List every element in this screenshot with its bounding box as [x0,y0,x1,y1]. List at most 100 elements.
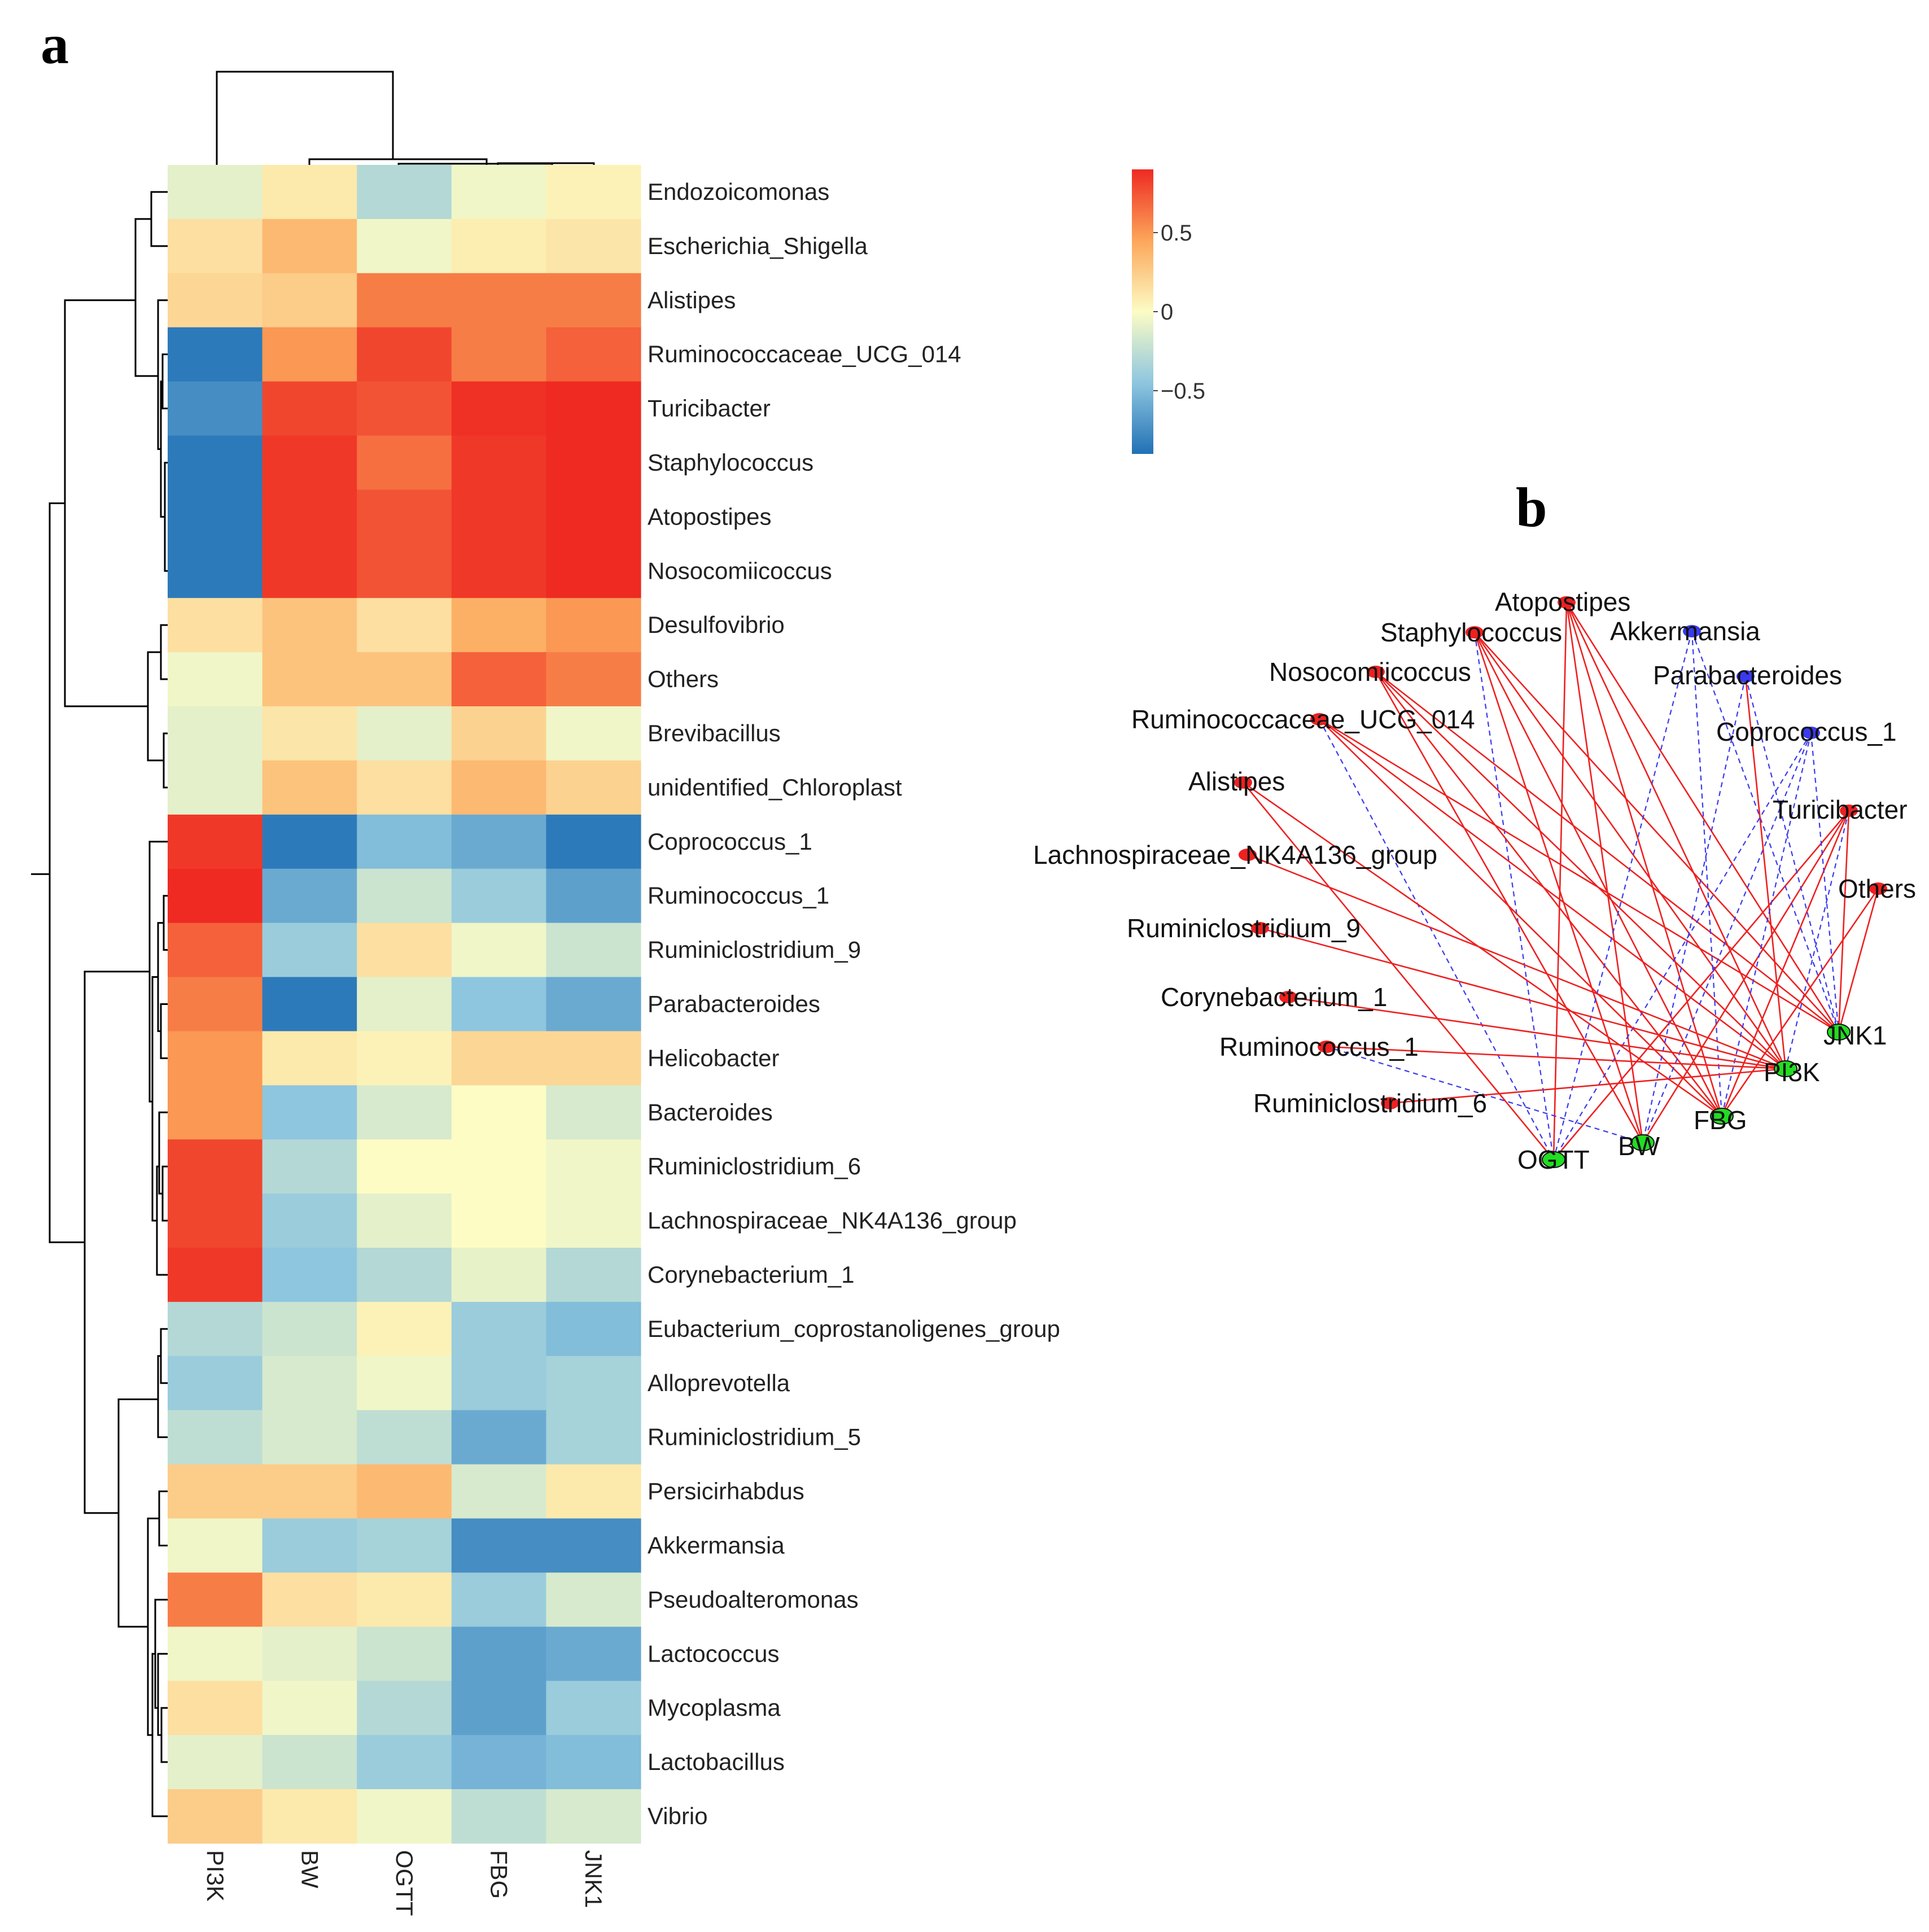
column-label-ogtt: OGTT [391,1850,418,1916]
row-label-alloprevotella: Alloprevotella [648,1370,790,1396]
heatmap-cell-akkermansia-ogtt [357,1518,452,1573]
network-label-ogtt: OGTT [1517,1145,1590,1174]
edge-coprococcus-1-jnk1 [1810,732,1840,1033]
node-coprococcus-1 [1802,727,1820,739]
heatmap-cell-parabacteroides-jnk1 [546,977,641,1031]
edge-nosocomiicoccus-jnk1 [1375,671,1839,1033]
heatmap-cell-escherichia-shigella-ogtt [357,218,452,274]
heatmap-cell-atopostipes-pi3k [168,489,263,544]
heatmap-cell-vibrio-bw [262,1789,357,1844]
network-label-atopostipes: Atopostipes [1495,587,1630,617]
column-label-pi3k: PI3K [202,1850,229,1902]
heatmap-cell-bacteroides-fbg [451,1085,546,1140]
row-label-endozoicomonas: Endozoicomonas [648,178,829,205]
edge-parabacteroides-jnk1 [1744,676,1840,1033]
heatmap-row-labels: Endozoicomonas Escherichia_Shigella Alisti… [648,178,1060,1829]
node-staphylococcus [1466,626,1484,639]
heatmap-cell-turicibacter-jnk1 [546,381,641,436]
heatmap-cell-alistipes-jnk1 [546,273,641,328]
legend-tick-0-5: 0.5 [1161,221,1192,246]
heatmap-cell-desulfovibrio-fbg [451,598,546,653]
heatmap-cell-staphylococcus-ogtt [357,435,452,490]
heatmap-cell-brevibacillus-pi3k [168,706,263,761]
heatmap-cell-akkermansia-bw [262,1518,357,1573]
row-label-lactobacillus: Lactobacillus [648,1749,785,1775]
heatmap-cell-helicobacter-fbg [451,1031,546,1086]
row-label-ruminiclostridium-6: Ruminiclostridium_6 [648,1153,861,1179]
heatmap-cell-pseudoalteromonas-ogtt [357,1572,452,1627]
node-akkermansia [1683,625,1701,637]
heatmap-cell-escherichia-shigella-fbg [451,218,546,274]
heatmap-cell-lactobacillus-jnk1 [546,1735,641,1790]
heatmap-cell-bacteroides-jnk1 [546,1085,641,1140]
node-pi3k [1774,1060,1797,1077]
heatmap-cell-others-fbg [451,652,546,707]
row-dendrogram-link-14 [158,1111,168,1195]
row-label-alistipes: Alistipes [648,287,736,313]
heatmap-cell-staphylococcus-bw [262,435,357,490]
row-label-unidentified-chloroplast: unidentified_Chloroplast [648,774,902,801]
heatmap-cell-ruminococcus-1-fbg [451,868,546,924]
heatmap-cell-desulfovibrio-ogtt [357,598,452,653]
row-label-bacteroides: Bacteroides [648,1099,773,1125]
heatmap-cell-unidentified-chloroplast-jnk1 [546,760,641,815]
heatmap-cell-nosocomiicoccus-fbg [451,544,546,598]
heatmap-cell-pseudoalteromonas-jnk1 [546,1572,641,1627]
heatmap-cell-brevibacillus-bw [262,706,357,761]
row-label-turicibacter: Turicibacter [648,395,771,422]
edge-coprococcus-1-bw [1642,732,1812,1143]
network-label-turicibacter: Turicibacter [1773,795,1908,824]
edge-turicibacter-jnk1 [1838,810,1850,1033]
heatmap-cell-bacteroides-pi3k [168,1085,263,1140]
heatmap-cell-ruminiclostridium-6-bw [262,1139,357,1194]
color-legend: 0.5 0 −0.5 [1132,169,1205,454]
edge-atopostipes-jnk1 [1565,602,1840,1033]
row-dendrogram-link-28 [49,502,85,1243]
heatmap-cell-mycoplasma-fbg [451,1681,546,1736]
edge-lachnospiraceae-nk4a136-group-pi3k [1247,854,1786,1070]
heatmap-cell-eubacterium-coprostanoligenes-group-pi3k [168,1301,263,1357]
heatmap-cell-lactococcus-fbg [451,1627,546,1681]
heatmap-cell-eubacterium-coprostanoligenes-group-jnk1 [546,1301,641,1357]
heatmap-cell-endozoicomonas-ogtt [357,165,452,220]
heatmap-cell-lachnospiraceae-nk4a136-group-bw [262,1194,357,1248]
node-jnk1 [1827,1024,1851,1041]
network-label-jnk1: JNK1 [1823,1021,1887,1050]
heatmap-cell-ruminococcus-1-bw [262,868,357,924]
heatmap-cell-lactobacillus-pi3k [168,1735,263,1790]
panel-a-letter: a [41,13,69,76]
edge-ruminococcaceae-ucg-014-pi3k [1319,718,1786,1070]
node-nosocomiicoccus [1367,666,1385,678]
edge-atopostipes-ogtt [1552,602,1568,1160]
node-lachnospiraceae-nk4a136-group [1239,849,1257,861]
edge-others-jnk1 [1838,888,1879,1033]
heatmap-cell-mycoplasma-ogtt [357,1681,452,1736]
heatmap-cell-coprococcus-1-bw [262,814,357,869]
edge-staphylococcus-jnk1 [1474,632,1839,1033]
heatmap-cell-endozoicomonas-jnk1 [546,165,641,220]
heatmap-cell-lactococcus-bw [262,1627,357,1681]
edge-staphylococcus-ogtt [1473,632,1555,1160]
heatmap-cell-mycoplasma-bw [262,1681,357,1736]
heatmap-cell-alistipes-pi3k [168,273,263,328]
edge-ruminococcaceae-ucg-014-jnk1 [1319,718,1839,1033]
heatmap-cell-lactococcus-jnk1 [546,1627,641,1681]
legend-tick-0: 0 [1161,300,1173,325]
heatmap-cell-atopostipes-ogtt [357,489,452,544]
row-label-ruminiclostridium-5: Ruminiclostridium_5 [648,1424,861,1450]
heatmap-cell-lactococcus-ogtt [357,1627,452,1681]
column-dendrogram-branch-fbg-jnk1 [497,162,595,165]
heatmap-cell-parabacteroides-fbg [451,977,546,1031]
heatmap-cell-ruminiclostridium-9-fbg [451,923,546,978]
row-label-staphylococcus: Staphylococcus [648,449,813,475]
node-turicibacter [1840,805,1858,817]
row-dendrogram-link-4 [157,299,168,450]
row-label-parabacteroides: Parabacteroides [648,990,820,1017]
edge-turicibacter-bw [1642,810,1850,1143]
heatmap-cell-turicibacter-ogtt [357,381,452,436]
heatmap-cell-persicirhabdus-fbg [451,1464,546,1519]
node-atopostipes [1558,596,1576,609]
heatmap-cell-unidentified-chloroplast-bw [262,760,357,815]
heatmap-cell-pseudoalteromonas-fbg [451,1572,546,1627]
row-label-lactococcus: Lactococcus [648,1640,779,1667]
